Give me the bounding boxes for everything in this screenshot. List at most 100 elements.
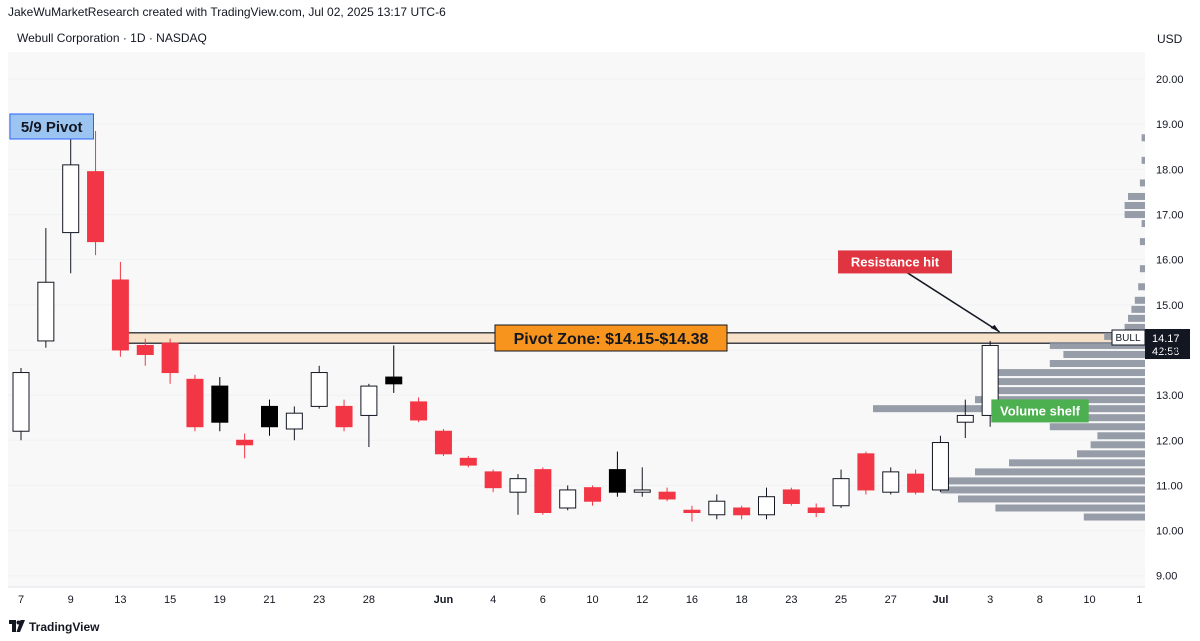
volume-profile-bar — [995, 369, 1145, 377]
resistance-label-box — [838, 250, 952, 274]
volume-profile-bar — [1141, 156, 1145, 164]
volume-profile-bar — [1049, 341, 1145, 349]
y-tick-label: 14.00 — [1156, 345, 1184, 357]
tradingview-logo-icon — [9, 620, 25, 632]
candle-body — [12, 372, 30, 432]
candle-body — [733, 507, 751, 516]
volume-profile-bar — [1097, 432, 1145, 440]
candle-body — [261, 405, 278, 428]
volume-shelf-label-box — [991, 399, 1089, 423]
y-tick-label: 10.00 — [1156, 526, 1184, 538]
x-tick-label: 4 — [490, 594, 496, 606]
candle-body — [459, 457, 477, 466]
candle-body — [807, 507, 825, 514]
candle-body — [111, 279, 129, 351]
candle-body — [857, 453, 875, 491]
volume-profile-bar — [1083, 513, 1145, 521]
x-tick-label: 10 — [586, 594, 598, 606]
volume-shelf-label: Volume shelf — [1000, 404, 1081, 419]
x-tick-label: 13 — [114, 594, 126, 606]
candle-body — [956, 414, 974, 423]
x-tick-label: 8 — [1037, 594, 1043, 606]
candle-body — [931, 442, 949, 491]
x-tick-label: 6 — [540, 594, 546, 606]
candle-body — [882, 471, 900, 493]
bull-marker: BULL — [1115, 333, 1140, 344]
pivot-59-label: 5/9 Pivot — [21, 119, 83, 136]
candle-body — [434, 430, 452, 455]
attribution-text: JakeWuMarketResearch created with Tradin… — [8, 5, 446, 19]
x-tick-label: 1 — [1136, 594, 1142, 606]
plot-background — [8, 52, 1145, 587]
volume-profile-bar — [1139, 265, 1145, 273]
x-tick-label: 21 — [263, 594, 275, 606]
candle-body — [410, 401, 428, 421]
x-tick-label: 27 — [885, 594, 897, 606]
volume-profile-bar — [988, 378, 1145, 386]
y-tick-label: 9.00 — [1156, 571, 1177, 583]
x-tick-label: 9 — [68, 594, 74, 606]
volume-profile-bar — [1134, 296, 1145, 304]
candle-body — [608, 469, 626, 493]
volume-profile-bar — [1141, 220, 1145, 228]
volume-profile-bar — [1139, 179, 1145, 187]
volume-profile-bar — [1049, 360, 1145, 368]
candle-body — [981, 344, 999, 416]
candle-body — [534, 469, 552, 514]
volume-profile-bar — [1138, 283, 1145, 291]
resistance-arrow — [905, 271, 1000, 333]
volume-profile-bar — [1141, 134, 1145, 142]
volume-profile-bar — [1131, 305, 1145, 313]
x-tick-label: 7 — [18, 594, 24, 606]
volume-profile-bar — [1128, 192, 1145, 200]
volume-profile-bar — [1049, 423, 1145, 431]
y-tick-label: 17.00 — [1156, 210, 1184, 222]
y-tick-label: 11.00 — [1156, 480, 1183, 492]
y-tick-label: 19.00 — [1156, 119, 1184, 131]
resistance-label: Resistance hit — [851, 255, 940, 270]
volume-profile-bar — [941, 477, 1145, 485]
candle-body — [658, 491, 676, 500]
candle-body — [310, 372, 328, 407]
candle-body — [161, 342, 179, 374]
x-tick-label: 28 — [363, 594, 375, 606]
x-tick-label: 23 — [785, 594, 797, 606]
candle-body — [285, 412, 303, 430]
candle-body — [683, 509, 701, 514]
x-tick-label: 12 — [636, 594, 648, 606]
resistance-arrowhead — [990, 324, 1000, 332]
countdown-label: 42:53 — [1152, 346, 1180, 358]
pivot-59-label-box — [9, 113, 94, 140]
volume-profile-bar — [1124, 211, 1145, 219]
x-tick-label: 19 — [214, 594, 226, 606]
y-tick-label: 18.00 — [1156, 164, 1184, 176]
footer: TradingView — [0, 612, 1200, 641]
volume-profile-bar — [1063, 350, 1145, 358]
volume-profile-bar — [1139, 238, 1145, 246]
candle-body — [907, 473, 925, 493]
candle-body — [832, 478, 850, 507]
y-tick-label: 13.00 — [1156, 390, 1184, 402]
tradingview-brand: TradingView — [29, 620, 100, 634]
volume-profile-bar — [958, 495, 1145, 503]
y-tick-label: 20.00 — [1156, 74, 1184, 86]
x-tick-label: 16 — [686, 594, 698, 606]
candle-body — [509, 478, 527, 493]
currency-label[interactable]: USD — [1145, 24, 1200, 54]
candle-body — [758, 496, 775, 516]
attribution-bar: JakeWuMarketResearch created with Tradin… — [0, 0, 1200, 24]
candle-body — [186, 378, 204, 428]
x-tick-label: 18 — [736, 594, 748, 606]
pivot-zone-label: Pivot Zone: $14.15-$14.38 — [514, 331, 709, 348]
candle-body — [584, 487, 602, 502]
candle-body — [360, 385, 378, 416]
candle-body — [236, 439, 254, 446]
candle-body — [37, 281, 55, 342]
pivot-zone-label-box — [494, 324, 728, 352]
candle-body — [484, 471, 502, 489]
candle-body — [633, 489, 651, 493]
y-tick-label: 16.00 — [1156, 255, 1184, 267]
volume-profile-bar — [1077, 450, 1145, 458]
y-tick-label: 12.00 — [1156, 435, 1184, 447]
